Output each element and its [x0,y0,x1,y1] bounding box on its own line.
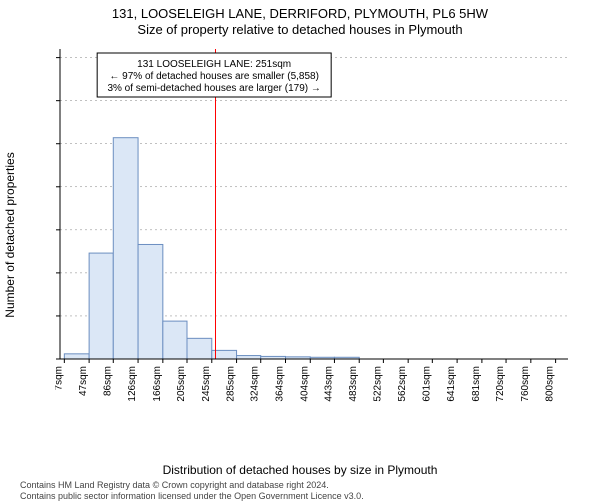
x-tick-label: 522sqm [372,366,383,402]
x-tick-label: 245sqm [201,366,212,402]
annotation-line: 131 LOOSELEIGH LANE: 251sqm [137,59,291,70]
annotation-line: 3% of semi-detached houses are larger (1… [107,83,320,94]
plot-area: 05001000150020002500300035007sqm47sqm86s… [55,44,573,414]
x-tick-label: 404sqm [299,366,310,402]
x-tick-label: 86sqm [102,366,113,396]
histogram-bar [64,354,89,359]
x-tick-label: 47sqm [78,366,89,396]
x-tick-label: 681sqm [471,366,482,402]
x-tick-label: 483sqm [348,366,359,402]
x-tick-label: 285sqm [226,366,237,402]
x-tick-label: 601sqm [421,366,432,402]
x-tick-label: 205sqm [176,366,187,402]
x-tick-label: 562sqm [397,366,408,402]
chart-title-line2: Size of property relative to detached ho… [0,22,600,37]
chart-title-line1: 131, LOOSELEIGH LANE, DERRIFORD, PLYMOUT… [0,6,600,21]
x-tick-label: 641sqm [446,366,457,402]
histogram-bar [163,321,187,359]
chart-container: 131, LOOSELEIGH LANE, DERRIFORD, PLYMOUT… [0,0,600,500]
x-tick-label: 720sqm [495,366,506,402]
x-tick-label: 166sqm [152,366,163,402]
histogram-bar [113,138,138,359]
x-tick-label: 324sqm [250,366,261,402]
footer-text-1: Contains HM Land Registry data © Crown c… [20,480,600,490]
x-tick-label: 443sqm [323,366,334,402]
histogram-bar [237,356,261,359]
x-tick-label: 126sqm [127,366,138,402]
chart-svg: 05001000150020002500300035007sqm47sqm86s… [55,44,573,414]
histogram-bar [138,244,163,359]
x-tick-label: 800sqm [545,366,556,402]
y-axis-label: Number of detached properties [3,152,17,317]
histogram-bar [187,338,212,359]
x-axis-label: Distribution of detached houses by size … [0,463,600,477]
annotation-line: ← 97% of detached houses are smaller (5,… [109,71,319,82]
x-tick-label: 760sqm [520,366,531,402]
x-tick-label: 7sqm [55,366,64,390]
histogram-bar [89,253,113,359]
x-tick-label: 364sqm [275,366,286,402]
